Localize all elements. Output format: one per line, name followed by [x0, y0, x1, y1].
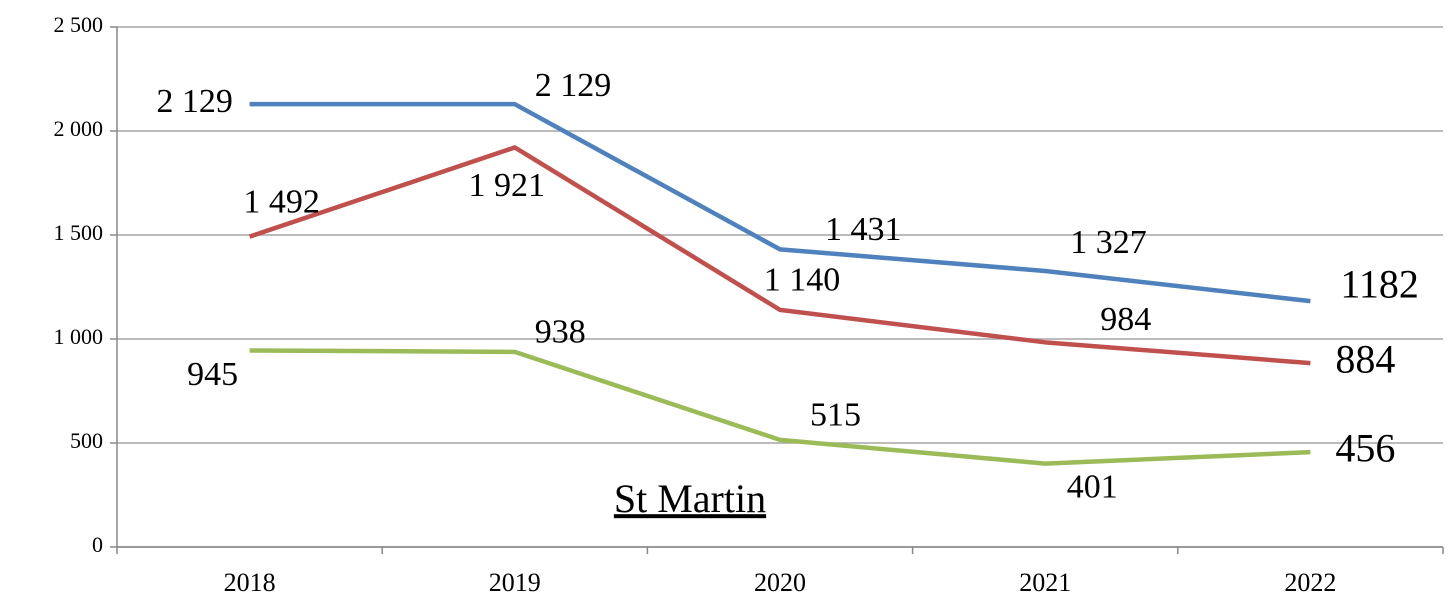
- series-line: [248, 145, 1311, 366]
- data-label: 1 431: [825, 211, 902, 248]
- data-label: 1 327: [1070, 224, 1147, 261]
- data-label: 2 129: [535, 67, 612, 104]
- series-line: [249, 101, 1311, 304]
- x-tick-label: 2022: [1284, 568, 1336, 597]
- data-label: 1182: [1340, 261, 1419, 306]
- chart-title: St Martin: [614, 476, 766, 521]
- x-tick-label: 2019: [489, 568, 541, 597]
- data-label: 401: [1067, 468, 1118, 505]
- data-label: 1 921: [469, 167, 546, 204]
- data-label: 945: [187, 356, 238, 393]
- data-label: 884: [1335, 336, 1395, 381]
- data-label: 456: [1335, 425, 1395, 470]
- x-tick-label: 2021: [1019, 568, 1071, 597]
- y-tick-label: 1 000: [54, 324, 104, 349]
- y-tick-label: 2 000: [54, 116, 104, 141]
- series-line: [249, 348, 1311, 466]
- y-tick-label: 1 500: [54, 220, 104, 245]
- x-tick-label: 2020: [754, 568, 806, 597]
- x-tick-label: 2018: [224, 568, 276, 597]
- data-label: 2 129: [156, 83, 233, 120]
- data-label: 1 492: [243, 183, 320, 220]
- data-label: 984: [1100, 301, 1151, 338]
- y-tick-label: 2 500: [54, 12, 104, 37]
- data-label: 515: [810, 397, 861, 434]
- data-label: 1 140: [764, 262, 841, 299]
- y-tick-label: 0: [92, 532, 103, 557]
- y-tick-label: 500: [70, 428, 103, 453]
- data-label: 938: [535, 314, 586, 351]
